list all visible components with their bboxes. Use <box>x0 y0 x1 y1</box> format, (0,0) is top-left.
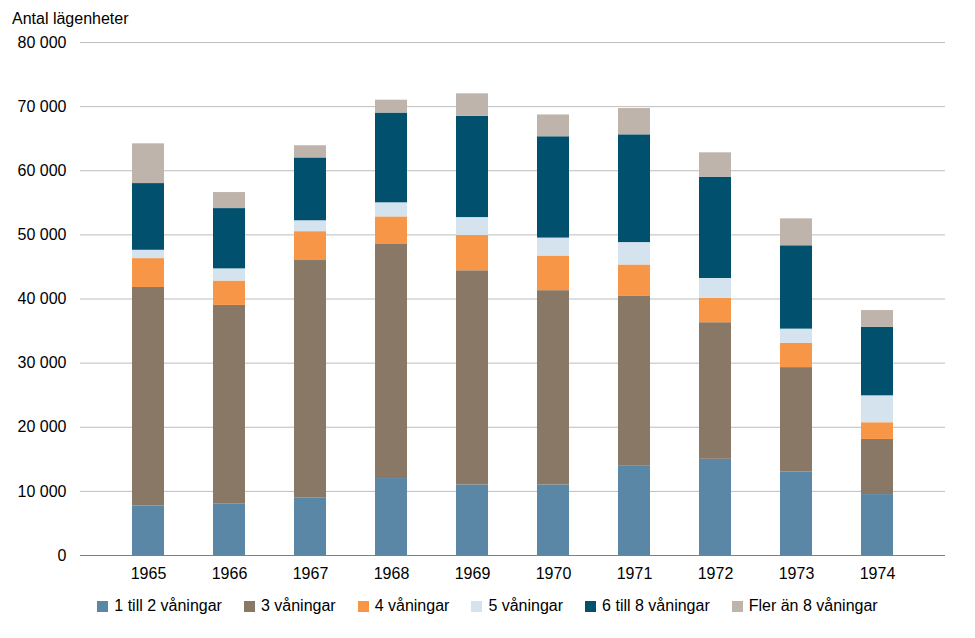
svg-text:50 000: 50 000 <box>18 226 67 243</box>
svg-text:1974: 1974 <box>860 565 896 582</box>
svg-text:1965: 1965 <box>131 565 167 582</box>
html-text:3 våningar: 3 våningar <box>260 597 336 614</box>
html-text:Fler än 8 våningar: Fler än 8 våningar <box>748 597 878 614</box>
html-text:1 till 2 våningar: 1 till 2 våningar <box>114 597 222 614</box>
svg-text:1970: 1970 <box>536 565 572 582</box>
html-text:5 våningar: 5 våningar <box>488 597 564 614</box>
svg-text:0: 0 <box>58 547 67 564</box>
html-text:4 våningar: 4 våningar <box>374 597 450 614</box>
svg-text:1971: 1971 <box>617 565 653 582</box>
svg-text:80 000: 80 000 <box>18 34 67 51</box>
svg-text:30 000: 30 000 <box>18 354 67 371</box>
svg-text:20 000: 20 000 <box>18 418 67 435</box>
svg-text:10 000: 10 000 <box>18 482 67 499</box>
html-text:Antal lägenheter: Antal lägenheter <box>12 10 129 27</box>
svg-text:70 000: 70 000 <box>18 98 67 115</box>
svg-text:1969: 1969 <box>455 565 491 582</box>
svg-text:60 000: 60 000 <box>18 162 67 179</box>
html-text:6 till 8 våningar: 6 till 8 våningar <box>602 597 710 614</box>
svg-text:40 000: 40 000 <box>18 290 67 307</box>
svg-text:1973: 1973 <box>779 565 815 582</box>
svg-text:1966: 1966 <box>212 565 248 582</box>
svg-text:1967: 1967 <box>293 565 329 582</box>
svg-text:1968: 1968 <box>374 565 410 582</box>
svg-text:1972: 1972 <box>698 565 734 582</box>
